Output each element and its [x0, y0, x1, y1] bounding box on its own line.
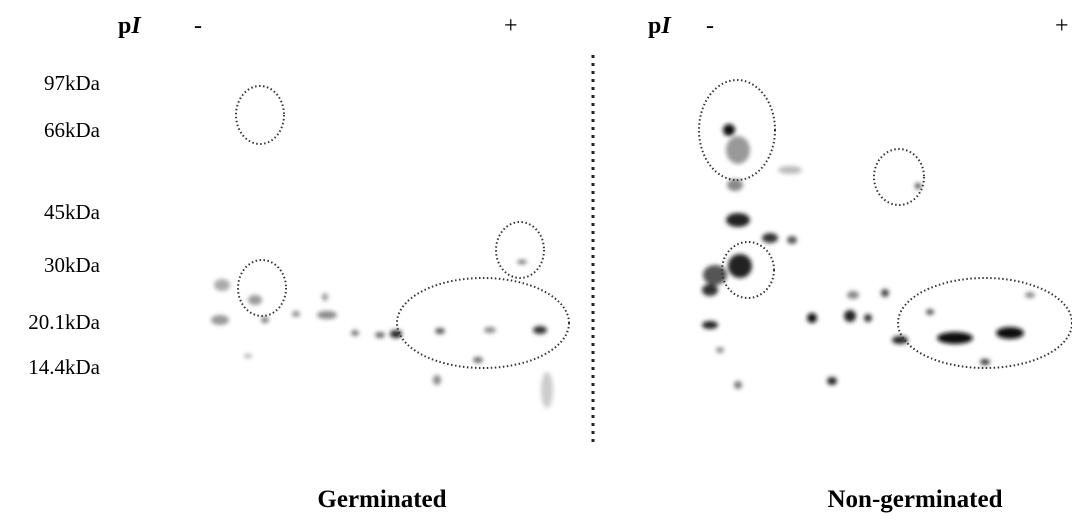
- spot: [702, 321, 718, 329]
- mw-label: 30kDa: [44, 253, 101, 277]
- spot: [214, 279, 230, 291]
- pi-label: pI: [648, 13, 672, 39]
- spot: [244, 354, 252, 358]
- spot: [1025, 292, 1035, 298]
- spot: [726, 136, 750, 164]
- spot: [807, 313, 817, 323]
- spot: [322, 293, 328, 301]
- spot: [728, 254, 752, 278]
- panel-caption: Germinated: [317, 486, 446, 513]
- highlight-ring: [397, 278, 569, 368]
- mw-label: 45kDa: [44, 200, 101, 224]
- spot: [726, 213, 750, 227]
- spot: [703, 265, 727, 285]
- highlight-ring: [699, 80, 775, 180]
- pi-minus: -: [194, 13, 202, 39]
- spot: [484, 327, 496, 333]
- panel-caption: Non-germinated: [828, 486, 1003, 513]
- spot: [261, 317, 269, 323]
- highlight-ring: [236, 86, 284, 144]
- spot: [541, 372, 553, 408]
- pi-label: pI: [118, 13, 142, 39]
- gel-spots: [211, 260, 553, 408]
- spot: [996, 327, 1024, 339]
- spot: [435, 328, 445, 334]
- spot: [926, 309, 934, 315]
- spot: [292, 311, 300, 317]
- highlight-ring: [874, 149, 924, 205]
- pi-p: p: [118, 13, 131, 39]
- pi-i: I: [130, 13, 142, 39]
- spot: [847, 291, 859, 299]
- pi-plus: +: [504, 13, 518, 39]
- pi-i: I: [660, 13, 672, 39]
- gel-spots: [702, 124, 1035, 389]
- spot: [702, 284, 718, 296]
- pi-p: p: [648, 13, 661, 39]
- spot: [473, 357, 483, 363]
- spot: [864, 314, 872, 322]
- spot: [762, 233, 778, 243]
- mw-label: 66kDa: [44, 118, 101, 142]
- spot: [375, 332, 385, 338]
- highlight-ring: [238, 260, 286, 316]
- spot: [248, 295, 262, 305]
- mw-label: 14.4kDa: [28, 355, 100, 379]
- spot: [787, 236, 797, 244]
- figure: pI - + pI - + 97kDa 66kDa 45kDa 30kDa 20…: [0, 0, 1072, 527]
- spot: [915, 183, 921, 189]
- spot: [317, 311, 337, 319]
- spot: [727, 179, 743, 191]
- pi-plus: +: [1055, 13, 1069, 39]
- spot: [351, 330, 359, 336]
- spot: [723, 124, 735, 136]
- spot: [980, 359, 990, 365]
- spot: [734, 381, 742, 389]
- spot: [881, 289, 889, 297]
- spot: [827, 377, 837, 385]
- highlight-ring: [496, 222, 544, 278]
- spot: [716, 347, 724, 353]
- mw-label: 20.1kDa: [28, 310, 100, 334]
- spot: [211, 315, 229, 325]
- spot: [844, 310, 856, 322]
- pi-minus: -: [706, 13, 714, 39]
- spot: [533, 326, 547, 334]
- highlight-ring: [898, 278, 1072, 368]
- mw-label: 97kDa: [44, 71, 101, 95]
- spot: [937, 332, 973, 344]
- spot: [433, 375, 441, 385]
- spot: [778, 166, 802, 174]
- spot: [517, 260, 527, 264]
